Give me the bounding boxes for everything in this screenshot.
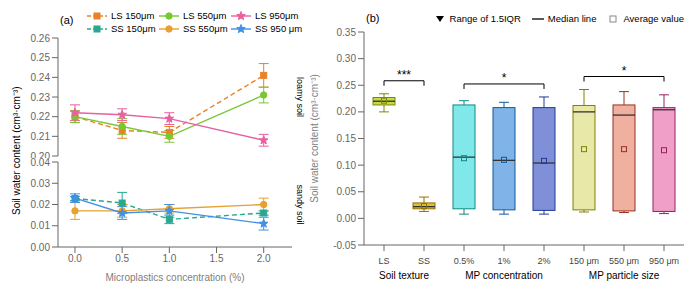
html-text:LS 150μm: LS 150μm bbox=[111, 10, 155, 21]
svg-text:-0.05: -0.05 bbox=[333, 240, 356, 251]
html-text:SS 950 μm: SS 950 μm bbox=[255, 23, 303, 34]
svg-text:550 μm: 550 μm bbox=[609, 256, 639, 266]
svg-text:0.5: 0.5 bbox=[115, 253, 129, 264]
svg-text:Microplastics concentration (%: Microplastics concentration (%) bbox=[106, 272, 245, 283]
svg-text:Soil water content (cm³·cm⁻³): Soil water content (cm³·cm⁻³) bbox=[11, 86, 22, 215]
html-text:LS 950μm: LS 950μm bbox=[255, 10, 299, 21]
svg-text:0.20: 0.20 bbox=[31, 151, 51, 158]
svg-text:MP particle size: MP particle size bbox=[589, 270, 660, 281]
html-text:Range of 1.5IQR: Range of 1.5IQR bbox=[449, 13, 521, 24]
svg-text:0.05: 0.05 bbox=[337, 186, 357, 197]
html-text:SS 550μm: SS 550μm bbox=[183, 23, 228, 34]
html-text:LS 550μm: LS 550μm bbox=[183, 10, 227, 21]
svg-text:Soil texture: Soil texture bbox=[379, 270, 429, 281]
svg-text:sandy soil: sandy soil bbox=[295, 184, 305, 224]
svg-text:*: * bbox=[502, 71, 507, 85]
svg-text:0.21: 0.21 bbox=[31, 131, 51, 142]
svg-text:0.00: 0.00 bbox=[337, 213, 357, 224]
svg-text:0.00: 0.00 bbox=[31, 242, 51, 253]
svg-text:0.0: 0.0 bbox=[68, 253, 82, 264]
svg-text:0.25: 0.25 bbox=[337, 80, 357, 91]
svg-text:150 μm: 150 μm bbox=[569, 256, 599, 266]
svg-text:0.5%: 0.5% bbox=[454, 256, 475, 266]
svg-text:LS: LS bbox=[378, 256, 389, 266]
svg-text:0.04: 0.04 bbox=[31, 158, 51, 168]
html-text:SS 150μm: SS 150μm bbox=[111, 23, 156, 34]
svg-text:0.24: 0.24 bbox=[31, 72, 51, 83]
svg-text:0.30: 0.30 bbox=[337, 53, 357, 64]
svg-text:0.01: 0.01 bbox=[31, 220, 51, 231]
svg-text:0.22: 0.22 bbox=[31, 111, 51, 122]
svg-text:loamy soil: loamy soil bbox=[295, 77, 305, 117]
html-text:Average value: Average value bbox=[623, 13, 684, 24]
svg-text:1.0: 1.0 bbox=[162, 253, 176, 264]
svg-text:0.23: 0.23 bbox=[31, 92, 51, 103]
svg-text:1.5: 1.5 bbox=[210, 253, 224, 264]
svg-text:0.02: 0.02 bbox=[31, 199, 51, 210]
svg-text:0.10: 0.10 bbox=[337, 160, 357, 171]
svg-text:***: *** bbox=[397, 68, 411, 82]
svg-text:0.25: 0.25 bbox=[31, 52, 51, 63]
svg-text:(a): (a) bbox=[60, 14, 73, 26]
svg-text:Soil water content (cm³·cm⁻³): Soil water content (cm³·cm⁻³) bbox=[309, 74, 320, 203]
svg-text:2%: 2% bbox=[537, 256, 550, 266]
svg-text:1%: 1% bbox=[497, 256, 510, 266]
html-text:Median line: Median line bbox=[547, 13, 597, 24]
html-text:(b): (b) bbox=[366, 12, 380, 24]
svg-text:*: * bbox=[622, 64, 627, 78]
svg-text:2.0: 2.0 bbox=[257, 253, 271, 264]
svg-text:0.03: 0.03 bbox=[31, 178, 51, 189]
svg-text:MP concentration: MP concentration bbox=[465, 270, 543, 281]
svg-text:SS: SS bbox=[418, 256, 430, 266]
svg-text:0.35: 0.35 bbox=[337, 27, 357, 38]
svg-text:0.15: 0.15 bbox=[337, 133, 357, 144]
svg-text:0.20: 0.20 bbox=[337, 106, 357, 117]
svg-text:950 μm: 950 μm bbox=[649, 256, 679, 266]
svg-text:0.26: 0.26 bbox=[31, 33, 51, 44]
